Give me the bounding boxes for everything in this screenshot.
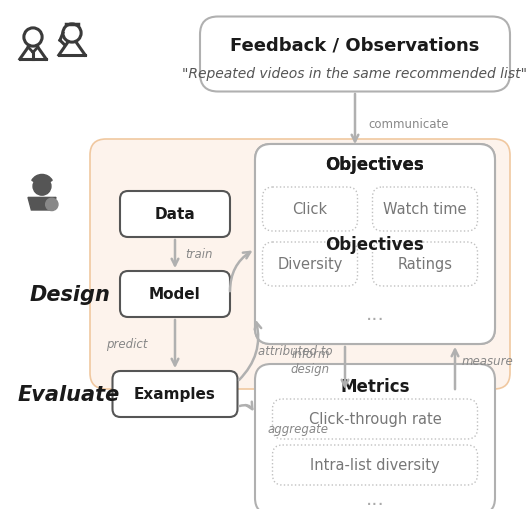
Text: attributed to: attributed to bbox=[258, 345, 332, 358]
FancyArrowPatch shape bbox=[230, 252, 250, 292]
FancyBboxPatch shape bbox=[272, 399, 478, 439]
Text: communicate: communicate bbox=[368, 118, 449, 131]
FancyBboxPatch shape bbox=[90, 140, 510, 389]
FancyArrowPatch shape bbox=[171, 320, 178, 365]
FancyBboxPatch shape bbox=[113, 371, 238, 417]
Circle shape bbox=[33, 178, 51, 196]
Text: Intra-list diversity: Intra-list diversity bbox=[310, 458, 440, 472]
Text: aggregate: aggregate bbox=[268, 422, 329, 436]
Text: Metrics: Metrics bbox=[340, 377, 410, 395]
Text: Click: Click bbox=[292, 202, 328, 217]
FancyBboxPatch shape bbox=[120, 271, 230, 318]
Text: Ratings: Ratings bbox=[398, 257, 452, 272]
FancyBboxPatch shape bbox=[262, 242, 358, 287]
Polygon shape bbox=[28, 198, 56, 211]
FancyBboxPatch shape bbox=[372, 242, 478, 287]
Circle shape bbox=[46, 199, 58, 211]
Text: Diversity: Diversity bbox=[277, 257, 342, 272]
FancyArrowPatch shape bbox=[342, 347, 348, 387]
Text: "Repeated videos in the same recommended list": "Repeated videos in the same recommended… bbox=[183, 67, 526, 80]
Text: measure: measure bbox=[462, 355, 514, 368]
FancyBboxPatch shape bbox=[262, 188, 358, 232]
FancyArrowPatch shape bbox=[240, 402, 252, 409]
Text: Model: Model bbox=[149, 287, 201, 302]
Text: Design: Design bbox=[30, 285, 111, 304]
FancyBboxPatch shape bbox=[372, 188, 478, 232]
Text: Objectives: Objectives bbox=[326, 156, 424, 174]
FancyBboxPatch shape bbox=[255, 145, 495, 344]
Text: ...: ... bbox=[366, 490, 385, 508]
Text: ...: ... bbox=[366, 305, 385, 324]
FancyBboxPatch shape bbox=[200, 17, 510, 92]
Wedge shape bbox=[32, 175, 52, 187]
Text: inform
design: inform design bbox=[291, 347, 330, 375]
Text: Data: Data bbox=[155, 207, 195, 222]
FancyArrowPatch shape bbox=[171, 240, 178, 266]
Text: Evaluate: Evaluate bbox=[18, 384, 120, 404]
Text: train: train bbox=[185, 248, 213, 261]
Text: Objectives: Objectives bbox=[326, 236, 424, 253]
FancyBboxPatch shape bbox=[255, 364, 495, 509]
Text: predict: predict bbox=[106, 338, 148, 351]
FancyArrowPatch shape bbox=[452, 350, 458, 389]
Text: Feedback / Observations: Feedback / Observations bbox=[230, 37, 480, 55]
FancyArrowPatch shape bbox=[239, 323, 261, 380]
FancyBboxPatch shape bbox=[120, 191, 230, 238]
Text: Click-through rate: Click-through rate bbox=[309, 412, 441, 427]
Text: Watch time: Watch time bbox=[383, 202, 467, 217]
FancyArrowPatch shape bbox=[352, 95, 358, 142]
Text: Examples: Examples bbox=[134, 387, 216, 402]
FancyBboxPatch shape bbox=[272, 445, 478, 485]
Text: ⚙: ⚙ bbox=[34, 47, 36, 48]
Text: Objectives: Objectives bbox=[326, 156, 424, 174]
FancyBboxPatch shape bbox=[255, 145, 495, 344]
